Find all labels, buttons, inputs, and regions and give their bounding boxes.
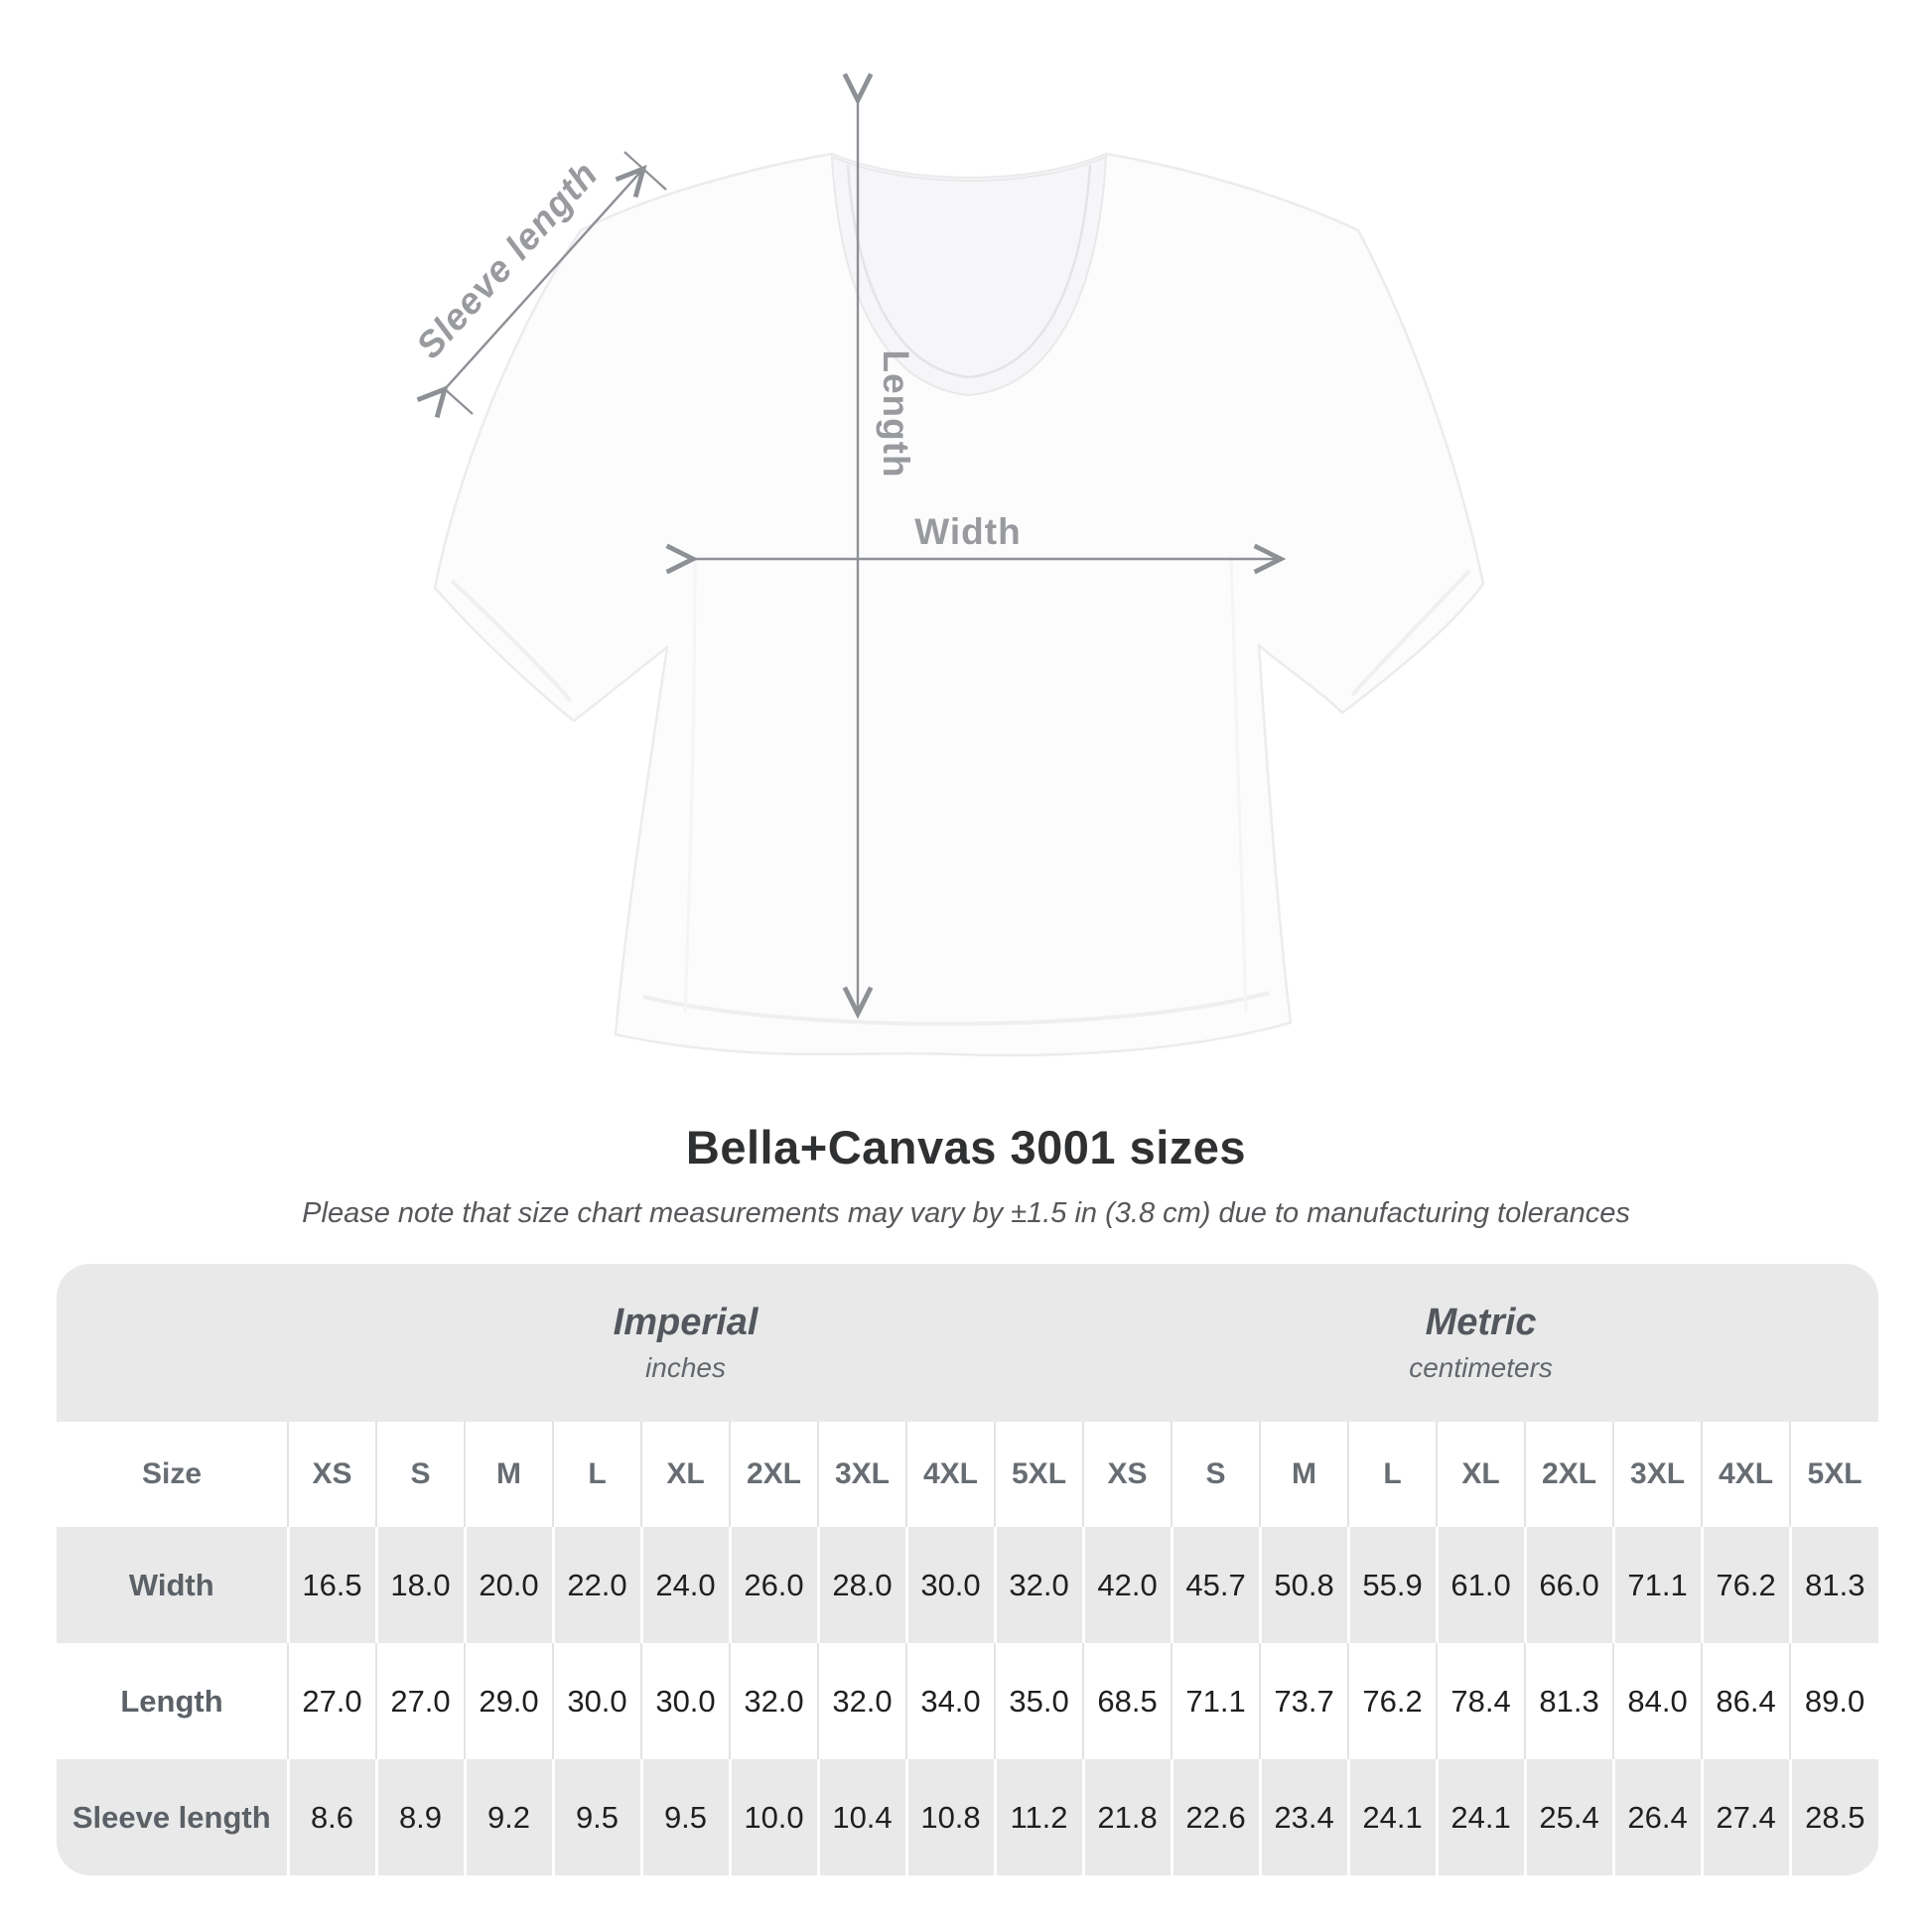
sleeve-row-label: Sleeve length xyxy=(71,1799,271,1835)
sleeve-value-cell: 9.5 xyxy=(639,1759,730,1875)
sleeve-value-cell: 10.0 xyxy=(728,1759,818,1875)
sleeve-length-row: Sleeve length 8.6 8.9 9.2 9.5 9.5 10.0 10.4 10.… xyxy=(57,1759,1878,1875)
width-value-cell: 20.0 xyxy=(463,1527,553,1643)
length-value-cell: 73.7 xyxy=(1259,1643,1349,1759)
length-value-cell: 76.2 xyxy=(1347,1643,1438,1759)
width-value-cell: 24.0 xyxy=(639,1527,730,1643)
size-header-cell: L xyxy=(552,1422,641,1527)
sleeve-value-cell: 8.6 xyxy=(286,1759,376,1875)
length-value-cell: 71.1 xyxy=(1171,1643,1261,1759)
length-value-cell: 30.0 xyxy=(552,1643,641,1759)
width-value-cell: 45.7 xyxy=(1170,1527,1261,1643)
width-row: Width 16.5 18.0 20.0 22.0 24.0 26.0 28.0 30.0 32… xyxy=(57,1527,1878,1643)
metric-group-name: Metric xyxy=(1425,1302,1537,1343)
tshirt-measurement-diagram: Sleeve length Length Width xyxy=(408,72,1485,1057)
size-header-cell: 4XL xyxy=(1701,1422,1791,1527)
width-value-cell: 61.0 xyxy=(1435,1527,1526,1643)
size-header-cell: 4XL xyxy=(905,1422,995,1527)
sleeve-value-cell: 10.8 xyxy=(904,1759,995,1875)
size-header-cell: 3XL xyxy=(1612,1422,1703,1527)
width-row-label: Width xyxy=(128,1567,214,1602)
width-value-cell: 30.0 xyxy=(904,1527,995,1643)
length-value-cell: 29.0 xyxy=(464,1643,553,1759)
length-value-cell: 27.0 xyxy=(287,1643,376,1759)
width-value-cell: 55.9 xyxy=(1346,1527,1438,1643)
metric-group-unit: centimeters xyxy=(1409,1352,1553,1383)
width-dimension: Width xyxy=(665,511,1287,575)
imperial-group-unit: inches xyxy=(645,1352,726,1383)
sleeve-value-cell: 9.2 xyxy=(463,1759,553,1875)
metric-group-header: Metric centimeters xyxy=(1083,1264,1878,1422)
sleeve-value-cell: 24.1 xyxy=(1346,1759,1438,1875)
unit-group-row: Imperial inches Metric centimeters xyxy=(57,1264,1878,1422)
width-value-cell: 71.1 xyxy=(1611,1527,1703,1643)
length-value-cell: 86.4 xyxy=(1701,1643,1791,1759)
tolerance-note: Please note that size chart measurements… xyxy=(302,1197,1630,1229)
width-value-cell: 22.0 xyxy=(551,1527,641,1643)
length-value-cell: 89.0 xyxy=(1789,1643,1878,1759)
sleeve-value-cell: 9.5 xyxy=(551,1759,641,1875)
sleeve-value-cell: 8.9 xyxy=(374,1759,465,1875)
sleeve-value-cell: 10.4 xyxy=(816,1759,906,1875)
length-value-cell: 32.0 xyxy=(817,1643,906,1759)
width-value-cell: 16.5 xyxy=(286,1527,376,1643)
page-title: Bella+Canvas 3001 sizes xyxy=(685,1121,1247,1173)
width-value-cell: 32.0 xyxy=(993,1527,1084,1643)
sleeve-value-cell: 22.6 xyxy=(1170,1759,1261,1875)
sleeve-value-cell: 25.4 xyxy=(1523,1759,1614,1875)
size-header-cell: 3XL xyxy=(817,1422,906,1527)
imperial-group-name: Imperial xyxy=(613,1302,759,1343)
size-header-cell: 5XL xyxy=(1789,1422,1878,1527)
length-value-cell: 35.0 xyxy=(993,1643,1084,1759)
sleeve-value-cell: 26.4 xyxy=(1611,1759,1703,1875)
size-column-header: Size xyxy=(141,1457,203,1490)
tshirt-image xyxy=(433,152,1485,1057)
size-header-cell: XS xyxy=(287,1422,376,1527)
size-header-cell: XL xyxy=(1436,1422,1526,1527)
length-label: Length xyxy=(876,349,916,478)
width-value-cell: 28.0 xyxy=(816,1527,906,1643)
length-value-cell: 78.4 xyxy=(1436,1643,1526,1759)
size-header-cell: S xyxy=(1171,1422,1261,1527)
width-label: Width xyxy=(914,511,1021,552)
width-value-cell: 50.8 xyxy=(1258,1527,1349,1643)
length-value-cell: 84.0 xyxy=(1612,1643,1703,1759)
sleeve-value-cell: 27.4 xyxy=(1700,1759,1791,1875)
width-value-cell: 18.0 xyxy=(374,1527,465,1643)
length-value-cell: 30.0 xyxy=(640,1643,730,1759)
size-header-row: Size XS S M L XL 2XL 3XL 4XL 5XL XS S M L XL 2XL 3XL 4XL… xyxy=(57,1422,1878,1527)
sleeve-value-cell: 24.1 xyxy=(1435,1759,1526,1875)
size-header-cell: S xyxy=(375,1422,465,1527)
width-value-cell: 76.2 xyxy=(1700,1527,1791,1643)
length-row-label: Length xyxy=(120,1683,223,1719)
size-header-cell: 5XL xyxy=(993,1422,1084,1527)
size-header-cell: XL xyxy=(640,1422,730,1527)
size-header-cell: 2XL xyxy=(729,1422,818,1527)
length-value-cell: 34.0 xyxy=(905,1643,995,1759)
size-table-container: Imperial inches Metric centimeters Size … xyxy=(57,1264,1878,1875)
width-value-cell: 26.0 xyxy=(728,1527,818,1643)
size-header-cell: L xyxy=(1347,1422,1438,1527)
length-value-cell: 81.3 xyxy=(1524,1643,1614,1759)
imperial-group-header: Imperial inches xyxy=(288,1264,1083,1422)
width-value-cell: 42.0 xyxy=(1081,1527,1173,1643)
length-row: Length 27.0 27.0 29.0 30.0 30.0 32.0 32.0 34.0 3… xyxy=(57,1643,1878,1759)
sleeve-value-cell: 23.4 xyxy=(1258,1759,1349,1875)
width-value-cell: 81.3 xyxy=(1788,1527,1878,1643)
sleeve-value-cell: 11.2 xyxy=(993,1759,1084,1875)
sleeve-value-cell: 21.8 xyxy=(1081,1759,1173,1875)
length-value-cell: 27.0 xyxy=(375,1643,465,1759)
size-header-cell: M xyxy=(1259,1422,1349,1527)
group-spacer xyxy=(57,1264,288,1422)
sleeve-value-cell: 28.5 xyxy=(1788,1759,1878,1875)
width-value-cell: 66.0 xyxy=(1523,1527,1614,1643)
size-header-cell: XS xyxy=(1082,1422,1173,1527)
length-value-cell: 68.5 xyxy=(1082,1643,1173,1759)
size-header-cell: 2XL xyxy=(1524,1422,1614,1527)
length-value-cell: 32.0 xyxy=(729,1643,818,1759)
size-header-cell: M xyxy=(464,1422,553,1527)
size-table: Imperial inches Metric centimeters Size … xyxy=(57,1264,1878,1875)
